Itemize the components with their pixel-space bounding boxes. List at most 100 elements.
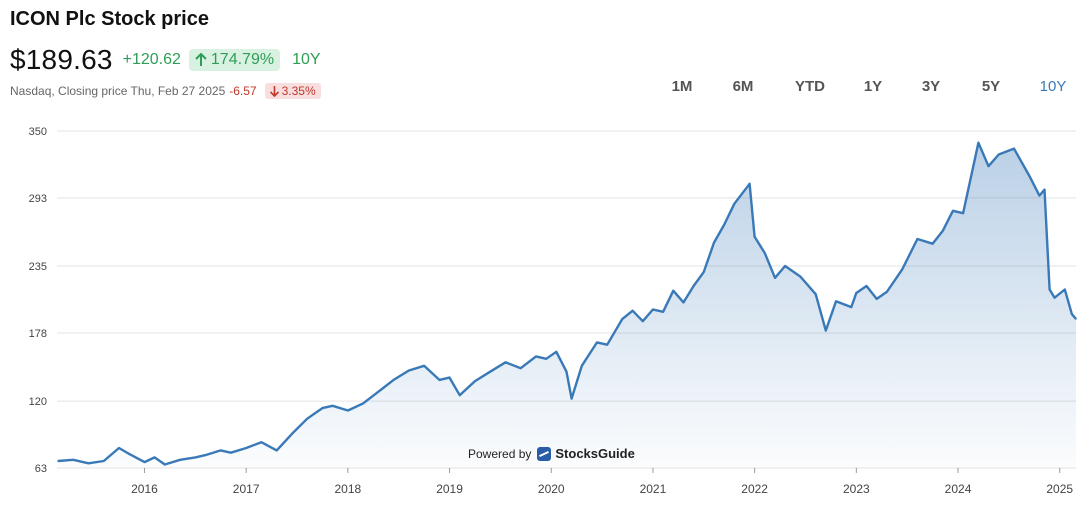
data-point — [825, 329, 827, 332]
powered-by: Powered by StocksGuide — [468, 446, 635, 461]
data-point — [901, 268, 903, 271]
data-point — [260, 441, 263, 443]
data-point — [723, 224, 725, 226]
brand-name: StocksGuide — [555, 446, 635, 461]
data-point — [128, 453, 131, 455]
day-change-badge: 3.35% — [264, 83, 321, 99]
y-axis-ticks: 63 120 178 235 293 350 — [29, 126, 47, 475]
arrow-up-icon — [195, 53, 207, 66]
period-label: 10Y — [292, 51, 321, 68]
data-point — [1013, 147, 1015, 150]
data-point — [143, 461, 146, 463]
x-tick-label: 2022 — [741, 482, 768, 496]
range-3y-button[interactable]: 3Y — [921, 78, 941, 95]
data-point — [275, 449, 278, 452]
data-point — [1053, 296, 1056, 299]
data-point — [377, 390, 380, 393]
data-point — [519, 367, 522, 369]
data-point — [153, 456, 156, 459]
data-point — [489, 370, 492, 373]
data-point — [362, 402, 364, 405]
arrow-down-icon — [269, 85, 279, 97]
data-point — [596, 341, 598, 344]
data-point — [535, 355, 537, 358]
data-point — [163, 463, 166, 466]
x-tick-label: 2019 — [436, 482, 463, 496]
brand[interactable]: StocksGuide — [537, 446, 635, 461]
percent-change-badge: 174.79% — [188, 49, 281, 71]
data-point — [855, 292, 858, 294]
current-price: $189.63 — [10, 44, 113, 75]
stocksguide-logo-icon — [537, 446, 552, 461]
data-point — [392, 379, 395, 381]
range-5y-button[interactable]: 5Y — [981, 78, 1001, 95]
data-point — [179, 458, 181, 461]
data-point — [545, 357, 547, 360]
data-point — [204, 454, 207, 456]
y-tick-label: 350 — [29, 126, 47, 138]
x-tick-label: 2023 — [843, 482, 870, 496]
data-point — [713, 241, 715, 244]
data-point — [733, 203, 736, 205]
data-point — [306, 417, 308, 420]
x-tick-label: 2020 — [538, 482, 565, 496]
data-point — [748, 183, 751, 185]
data-point — [886, 291, 888, 293]
y-tick-label: 120 — [29, 396, 47, 408]
data-point — [580, 365, 583, 367]
data-point — [631, 309, 634, 312]
data-point — [347, 409, 349, 412]
data-point — [219, 449, 222, 452]
data-point — [87, 462, 90, 465]
data-point — [1028, 174, 1031, 177]
range-ytd-button[interactable]: YTD — [795, 78, 825, 95]
price-area-fill — [58, 142, 1076, 468]
x-tick-label: 2025 — [1046, 482, 1073, 496]
data-point — [474, 380, 476, 382]
data-point — [987, 165, 990, 168]
data-point — [245, 447, 247, 449]
x-tick-label: 2016 — [131, 482, 158, 496]
range-1m-button[interactable]: 1M — [671, 78, 693, 95]
data-point — [641, 320, 644, 323]
data-point — [458, 394, 461, 396]
data-point — [321, 407, 324, 409]
data-point — [291, 433, 293, 435]
data-point — [952, 210, 954, 212]
data-point — [814, 293, 817, 296]
price-row: $189.63 +120.62 174.79% 10Y — [10, 44, 321, 76]
data-point — [662, 311, 664, 313]
data-point — [977, 141, 980, 144]
page-title: ICON Plc Stock price — [10, 8, 209, 30]
exchange-info: Nasdaq, Closing price Thu, Feb 27 2025 -… — [10, 83, 321, 99]
range-1y-button[interactable]: 1Y — [863, 78, 883, 95]
x-tick-label: 2021 — [640, 482, 667, 496]
range-6m-button[interactable]: 6M — [732, 78, 754, 95]
data-point — [962, 212, 964, 214]
data-point — [570, 397, 573, 400]
data-point — [555, 350, 558, 353]
data-point — [57, 460, 59, 462]
range-10y-button[interactable]: 10Y — [1039, 78, 1067, 95]
data-point — [672, 289, 675, 292]
data-point — [774, 276, 776, 279]
x-tick-label: 2024 — [945, 482, 972, 496]
data-point — [941, 230, 944, 232]
data-point — [102, 460, 105, 462]
data-point — [230, 451, 232, 454]
data-point — [408, 369, 410, 372]
data-point — [799, 275, 802, 278]
data-point — [1043, 188, 1046, 191]
data-point — [682, 301, 685, 304]
day-change: -6.57 — [229, 84, 257, 98]
data-point — [764, 252, 766, 254]
data-point — [850, 306, 853, 308]
data-point — [692, 285, 695, 287]
data-point — [423, 365, 425, 367]
y-tick-label: 293 — [29, 193, 47, 205]
range-selector: 1M 6M YTD 1Y 3Y 5Y 10Y — [0, 78, 1091, 98]
data-point — [997, 153, 1000, 156]
data-point — [118, 447, 120, 449]
x-axis-ticks: 2016 2017 2018 2019 2020 2021 2022 2023 2024 2025 — [131, 468, 1073, 496]
